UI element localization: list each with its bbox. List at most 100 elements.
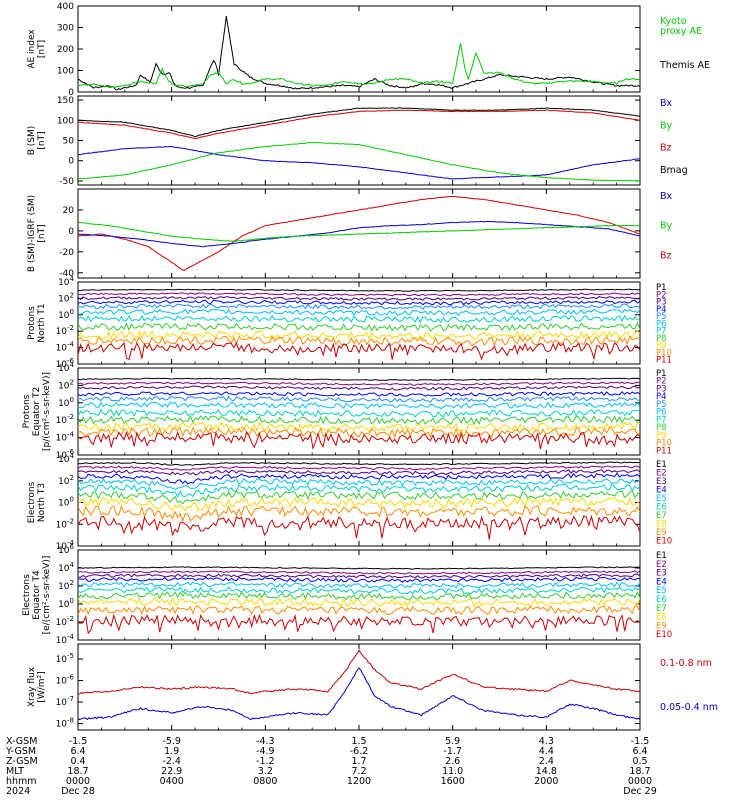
y-axis-label-line: Electrons bbox=[22, 574, 32, 616]
channel-line-e6 bbox=[78, 586, 640, 595]
channel-line-e7 bbox=[78, 591, 640, 601]
y-axis-label-line: Equator T4 bbox=[32, 570, 42, 620]
channel-line-e8 bbox=[78, 496, 640, 512]
series-line-bx bbox=[78, 220, 640, 248]
channel-line-e8 bbox=[78, 597, 640, 608]
y-axis-label-line: Electrons bbox=[27, 481, 37, 523]
ephemeris-value: 3.2 bbox=[258, 766, 273, 777]
y-tick-label: 102 bbox=[58, 291, 74, 304]
legend-bz: Bz bbox=[660, 143, 672, 154]
y-tick-label: 102 bbox=[58, 378, 74, 391]
ephemeris-value: 11.0 bbox=[442, 766, 463, 777]
channel-line-e6 bbox=[78, 483, 640, 499]
legend-0-05-0-4-nm: 0.05-0.4 nm bbox=[660, 702, 718, 713]
channel-line-p5 bbox=[78, 303, 640, 311]
channel-line-p10 bbox=[78, 426, 640, 439]
channel-label-e8: E8 bbox=[656, 613, 667, 623]
channel-label-p6: P6 bbox=[656, 319, 667, 329]
channel-label-e2: E2 bbox=[656, 469, 667, 479]
y-tick-label: 10-5 bbox=[56, 652, 74, 665]
ephemeris-row-label: X-GSM bbox=[6, 736, 37, 747]
ephemeris-value: 2000 bbox=[534, 776, 558, 787]
y-tick-label: 20 bbox=[63, 206, 75, 216]
panel-2: -50 0 50 100 150 B (SM) [nT] Bx By Bz Bmag bbox=[27, 95, 688, 187]
y-axis-label-line: Protons bbox=[22, 394, 32, 428]
legend-bx: Bx bbox=[660, 98, 673, 109]
y-tick-label: 10-2 bbox=[56, 413, 74, 426]
channel-line-p1 bbox=[78, 377, 640, 381]
legend-by: By bbox=[660, 221, 673, 232]
legend-0-1-0-8-nm: 0.1-0.8 nm bbox=[660, 658, 712, 669]
y-axis-label-line: [nT] bbox=[37, 224, 47, 242]
channel-label-p1: P1 bbox=[656, 369, 667, 379]
y-tick-label: 100 bbox=[58, 396, 74, 409]
y-axis-label-line: Protons bbox=[27, 306, 37, 340]
y-axis-label-line: North T1 bbox=[37, 303, 47, 342]
y-tick-label: 10-6 bbox=[56, 357, 75, 370]
legend-kyoto-proxy-ae: proxy AE bbox=[660, 26, 702, 37]
channel-label-p5: P5 bbox=[656, 312, 667, 322]
y-axis-label-line: AE index bbox=[27, 29, 37, 69]
ephemeris-value: Dec 28 bbox=[61, 786, 95, 797]
y-tick-label: 104 bbox=[58, 452, 74, 465]
channel-label-e7: E7 bbox=[656, 511, 667, 521]
legend-bmag: Bmag bbox=[660, 165, 688, 176]
channel-line-p11 bbox=[78, 341, 640, 361]
series-line-0-05-0-4-nm bbox=[78, 667, 640, 721]
ephemeris-value: 0800 bbox=[253, 776, 277, 787]
channel-line-e4 bbox=[78, 472, 640, 485]
y-tick-label: 10-2 bbox=[56, 517, 74, 530]
panel-7: 106 104 102 100 10-2 10-4 Electrons Equator T4[… bbox=[22, 543, 672, 646]
series-line-0-1-0-8-nm bbox=[78, 649, 640, 695]
ephemeris-value: 22.9 bbox=[161, 766, 182, 777]
channel-line-e2 bbox=[78, 465, 640, 471]
ephemeris-value: 18.7 bbox=[629, 766, 650, 777]
y-tick-label: -40 bbox=[59, 269, 74, 279]
ephemeris-value: -1.5 bbox=[69, 736, 88, 747]
y-axis-label-line: [e/(cm²-s-sr-keV)] bbox=[42, 556, 52, 635]
ephemeris-value: -1.7 bbox=[443, 746, 462, 757]
legend-bz: Bz bbox=[660, 250, 672, 261]
y-tick-label: 104 bbox=[58, 561, 74, 574]
panel-8: 10-5 10-6 10-7 10-8 Xray flux [W/m²] 0.1-0.8 n… bbox=[27, 643, 718, 731]
panel-frame bbox=[77, 5, 641, 93]
channel-label-p1: P1 bbox=[656, 283, 667, 293]
series-group bbox=[78, 649, 640, 721]
y-tick-label: 104 bbox=[58, 361, 74, 374]
ephemeris-value: 0400 bbox=[160, 776, 184, 787]
channel-line-p4 bbox=[78, 391, 640, 397]
channel-label-e6: E6 bbox=[656, 503, 667, 513]
channel-label-p2: P2 bbox=[656, 290, 667, 300]
channel-line-p3 bbox=[78, 385, 640, 391]
channel-label-p11: P11 bbox=[656, 446, 672, 456]
y-tick-label: 0 bbox=[68, 227, 74, 237]
ephemeris-value: 0.4 bbox=[70, 756, 85, 767]
channel-label-p10: P10 bbox=[656, 439, 672, 449]
y-tick-label: 10-4 bbox=[56, 341, 75, 354]
ephemeris-value: 2.6 bbox=[445, 756, 460, 767]
channel-line-e3 bbox=[78, 469, 640, 476]
y-tick-label: 200 bbox=[57, 45, 74, 55]
ephemeris-value: 0000 bbox=[66, 776, 90, 787]
y-axis-label-line: [p/(cm²-s-sr-keV)] bbox=[42, 372, 52, 451]
ephemeris-value: 1.5 bbox=[351, 736, 366, 747]
ephemeris-row-label: Y-GSM bbox=[5, 746, 36, 757]
ephemeris-row-label: 2024 bbox=[6, 786, 30, 797]
ephemeris-value: 0000 bbox=[628, 776, 652, 787]
panel-frame bbox=[77, 95, 641, 186]
series-group bbox=[78, 461, 640, 540]
y-axis-label: B (SM) [nT] bbox=[27, 126, 47, 156]
y-tick-label: 10-4 bbox=[56, 633, 75, 646]
channel-line-e9 bbox=[78, 504, 640, 523]
series-line-by bbox=[78, 221, 640, 242]
legend-kyoto-proxy-ae: Kyoto bbox=[660, 16, 687, 27]
series-group bbox=[78, 566, 640, 635]
channel-label-p9: P9 bbox=[656, 431, 667, 441]
channel-line-p8 bbox=[78, 414, 640, 426]
channel-line-p10 bbox=[78, 335, 640, 347]
y-tick-label: 10-6 bbox=[56, 674, 75, 687]
panel-5: 104 102 100 10-2 10-4 10-6 Protons Equator T2 [p… bbox=[22, 361, 672, 461]
channel-label-e5: E5 bbox=[656, 586, 667, 596]
channel-line-e10 bbox=[78, 514, 640, 540]
ephemeris-value: 4.3 bbox=[539, 736, 554, 747]
